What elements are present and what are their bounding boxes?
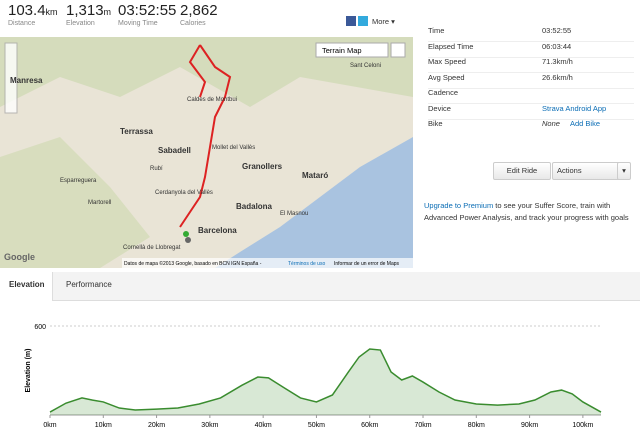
terrain (0, 137, 150, 268)
elevation-line (49, 348, 602, 413)
stat-value: 2,862 (180, 2, 218, 19)
y-axis-label: Elevation (m) (25, 349, 32, 393)
place-label: Cornellà de Llobregat (123, 245, 181, 251)
stat: 2,862 Calories (180, 2, 218, 27)
attribution-bg (122, 258, 413, 268)
upgrade-link[interactable]: Upgrade to Premium (424, 201, 494, 210)
detail-value: 06:03:44 (542, 41, 572, 51)
performance-tab[interactable]: Performance (66, 280, 112, 289)
detail-label: Time (428, 26, 445, 35)
detail-label: Max Speed (428, 57, 466, 66)
detail-row: Cadence (428, 88, 634, 104)
detail-row: Elapsed Time 06:03:44 (428, 42, 634, 58)
stat: 03:52:55 Moving Time (118, 2, 176, 27)
upgrade-text: to see your Suffer Score, train with Adv… (424, 201, 629, 222)
detail-value: None (542, 119, 560, 128)
place-label: Terrassa (120, 127, 153, 136)
x-tick-label: 40km (255, 422, 272, 429)
upgrade-notice: Upgrade to Premium to see your Suffer Sc… (424, 200, 634, 224)
route-end (185, 237, 191, 243)
place-label: El Masnou (280, 211, 308, 217)
place-label: Granollers (242, 162, 283, 171)
detail-row: Device Strava Android App (428, 104, 634, 120)
place-label: Caldes de Montbui (187, 97, 237, 103)
attribution: Datos de mapa ©2013 Google, basado en BC… (124, 260, 262, 267)
place-label: Badalona (236, 202, 273, 211)
stat-value: 103.4 (8, 2, 46, 19)
elevation-tab[interactable]: Elevation (9, 280, 45, 289)
detail-label: Elapsed Time (428, 41, 474, 51)
x-tick-label: 70km (414, 422, 431, 429)
x-tick-label: 20km (148, 422, 165, 429)
place-label: Esparreguera (60, 178, 97, 184)
add-bike-link[interactable]: Add Bike (570, 119, 601, 128)
detail-row: Avg Speed 26.6km/h (428, 73, 634, 89)
detail-row: Max Speed 71.3km/h (428, 57, 634, 73)
route (188, 44, 207, 98)
x-tick-label: 90km (521, 422, 538, 429)
place-label: Manresa (10, 76, 43, 85)
place-label: Mollet del Vallès (212, 145, 255, 151)
edit-ride-button[interactable]: Edit Ride (493, 162, 551, 180)
x-tick-label: 50km (308, 422, 325, 429)
y-tick-label: 600 (34, 324, 46, 331)
actions-caret[interactable]: ▾ (617, 162, 631, 180)
detail-row: Time 03:52:55 (428, 26, 634, 42)
more-button[interactable]: More ▾ (372, 17, 395, 26)
place-label: Cerdanyola del Vallès (155, 190, 213, 196)
x-tick-label: 100km (572, 422, 593, 429)
route (179, 44, 232, 228)
detail-value: 26.6km/h (542, 72, 573, 82)
stat-unit: m (103, 7, 112, 17)
more-label: More (372, 17, 390, 26)
stat: 1,313m Elevation (66, 2, 111, 27)
facebook-icon[interactable] (346, 16, 356, 26)
detail-value: 03:52:55 (542, 26, 572, 35)
place-label: Martorell (88, 200, 111, 206)
place-label: Sant Celoni (350, 63, 381, 69)
stat: 103.4km Distance (8, 2, 58, 27)
x-tick-label: 0km (43, 422, 56, 429)
sea (215, 137, 413, 268)
detail-label: Cadence (428, 88, 459, 97)
detail-value: Strava Android App (542, 103, 607, 113)
detail-label: Device (428, 103, 451, 113)
place-label: Barcelona (198, 226, 237, 235)
stat-label: Calories (180, 20, 206, 27)
detail-label: Bike (428, 119, 443, 128)
x-tick-label: 30km (201, 422, 218, 429)
active-tab (0, 272, 53, 301)
elevation-chart: 600 0km 10km 20km 30km 40km 50km 60km 70km 80km 90… (25, 324, 602, 429)
fullscreen-button[interactable] (390, 42, 406, 58)
x-tick-label: 80km (468, 422, 485, 429)
place-label: Sabadell (158, 146, 191, 155)
stat-value: 03:52:55 (118, 2, 177, 19)
stat-value: 1,313 (66, 2, 104, 19)
x-tick-label: 60km (361, 422, 378, 429)
tab-bar (0, 272, 640, 301)
stat-label: Distance (8, 20, 36, 27)
map: Terrain Map Manresa Terrassa Sabadell Grano… (0, 37, 413, 268)
map-type-label: Terrain Map (322, 46, 362, 55)
elevation-area (50, 348, 601, 415)
x-tick-label: 10km (95, 422, 112, 429)
report-link[interactable]: Informar de un error de Maps (334, 261, 400, 267)
map-logo: Google (4, 252, 35, 262)
twitter-icon[interactable] (358, 16, 368, 26)
detail-label: Avg Speed (428, 72, 465, 82)
stat-label: Elevation (66, 20, 95, 27)
actions-button[interactable]: Actions (552, 162, 622, 180)
route-start (183, 231, 189, 237)
place-label: Mataró (302, 171, 328, 180)
terrain (0, 37, 413, 107)
stat-unit: km (45, 7, 58, 17)
detail-value: 71.3km/h (542, 57, 573, 66)
map-type-button[interactable] (315, 42, 389, 58)
terms-link[interactable]: Términos de uso (288, 261, 325, 267)
detail-row: Bike None Add Bike (428, 119, 634, 134)
stat-label: Moving Time (118, 20, 158, 27)
place-label: Rubí (150, 166, 163, 172)
zoom-control[interactable] (4, 42, 18, 114)
